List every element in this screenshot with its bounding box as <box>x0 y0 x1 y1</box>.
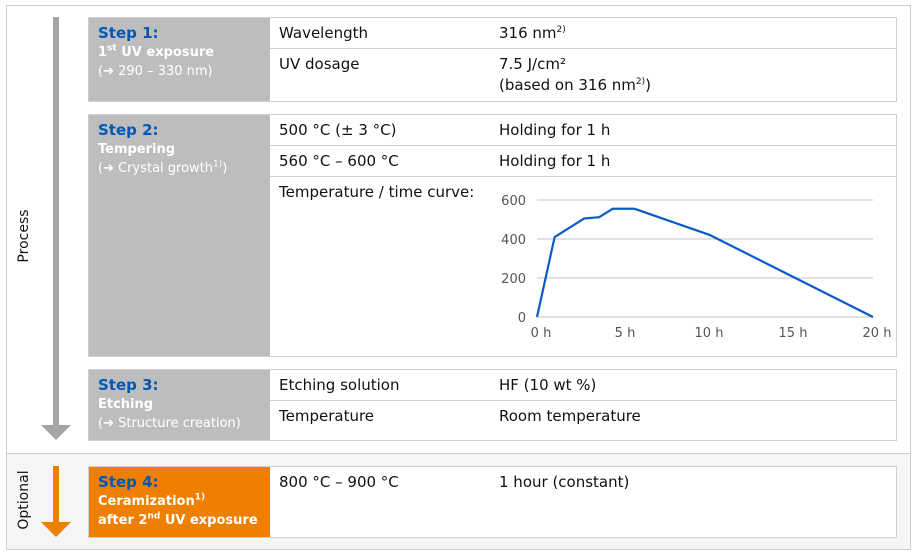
y-tick-label: 400 <box>501 233 526 248</box>
x-tick-label: 10 h <box>695 326 724 341</box>
table-row: 500 °C (± 3 °C) Holding for 1 h <box>270 115 896 146</box>
optional-label: Optional <box>16 470 32 530</box>
table-row: 560 °C – 600 °C Holding for 1 h <box>270 146 896 177</box>
optional-arrow-shaft <box>53 466 59 524</box>
step-2-label: Step 2: Tempering (➔ Crystal growth1)) <box>89 115 270 356</box>
table-row: UV dosage 7.5 J/cm² (based on 316 nm2)) <box>279 55 651 94</box>
process-arrow-shaft <box>53 17 59 427</box>
temperature-time-chart: 0 200 400 600 0 h 5 h 10 h 15 h 20 h <box>501 194 892 341</box>
step-3-label: Step 3: Etching (➔ Structure creation) <box>89 370 270 440</box>
y-tick-label: 0 <box>518 311 526 326</box>
diagram-frame <box>6 5 911 550</box>
process-label: Process <box>16 209 32 263</box>
step-1-label: Step 1: 1st UV exposure (➔ 290 – 330 nm) <box>89 18 270 101</box>
step-2: Step 2: Tempering (➔ Crystal growth1)) 5… <box>88 114 897 357</box>
table-row: Temperature Room temperature <box>279 407 641 425</box>
table-row: 800 °C – 900 °C 1 hour (constant) <box>279 473 630 491</box>
x-tick-label: 20 h <box>863 326 892 341</box>
x-tick-label: 5 h <box>615 326 636 341</box>
step-1: Step 1: 1st UV exposure (➔ 290 – 330 nm)… <box>88 17 897 102</box>
process-arrow-head-icon <box>41 425 71 440</box>
y-tick-label: 200 <box>501 272 526 287</box>
step-title: Step 1: <box>98 24 159 42</box>
table-row: Wavelength 316 nm2) <box>270 18 896 49</box>
y-tick-label: 600 <box>501 194 526 209</box>
optional-arrow-head-icon <box>41 522 71 537</box>
x-tick-label: 15 h <box>779 326 808 341</box>
x-tick-label: 0 h <box>531 326 552 341</box>
step-3: Step 3: Etching (➔ Structure creation) E… <box>88 369 897 441</box>
step-4: Step 4: Ceramization1) after 2nd UV expo… <box>88 466 897 538</box>
table-row: Etching solution HF (10 wt %) <box>270 370 896 401</box>
step-4-label: Step 4: Ceramization1) after 2nd UV expo… <box>89 467 270 537</box>
temperature-curve <box>535 207 874 318</box>
